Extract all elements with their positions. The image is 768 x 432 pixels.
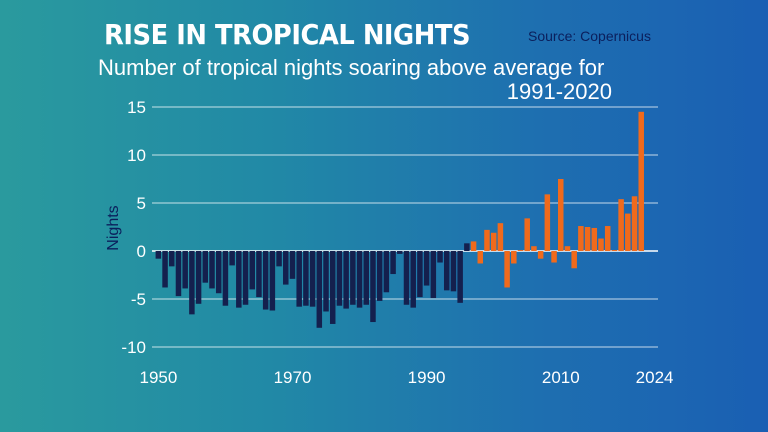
bar-1979 (350, 251, 356, 305)
bar-2000 (490, 232, 497, 251)
bar-1955 (189, 251, 195, 315)
bar-1989 (417, 251, 423, 298)
bar-1968 (276, 251, 282, 267)
bar-1964 (249, 251, 255, 290)
bar-1981 (363, 251, 370, 305)
bar-2009 (551, 251, 557, 263)
bar-1973 (309, 251, 316, 307)
bar-1982 (370, 251, 376, 323)
y-axis-label: Nights (105, 205, 122, 250)
bar-2018 (611, 250, 618, 251)
bar-1971 (296, 251, 302, 307)
bar-2011 (564, 246, 571, 251)
bar-1977 (336, 251, 343, 306)
bar-2013 (578, 226, 584, 251)
x-tick-label: 2024 (636, 368, 674, 387)
bar-2017 (604, 226, 611, 251)
bar-1978 (343, 251, 349, 309)
bar-1966 (262, 251, 269, 310)
bar-1950 (155, 251, 162, 259)
bar-1967 (269, 251, 276, 311)
bar-2005 (524, 218, 530, 251)
bar-2019 (618, 199, 624, 251)
bar-2006 (531, 246, 537, 251)
y-tick-label: 10 (127, 146, 146, 165)
bar-2021 (631, 196, 638, 251)
y-tick-label: 15 (127, 98, 146, 117)
x-axis-ticks: 1950 1970 1990 2010 2024 (139, 368, 673, 387)
bar-1957 (202, 251, 209, 283)
bar-1952 (169, 251, 175, 267)
bar-2015 (591, 227, 598, 251)
bar-1951 (162, 251, 168, 288)
bar-2010 (558, 179, 564, 251)
x-tick-label: 1990 (408, 368, 446, 387)
bar-2022 (638, 111, 644, 251)
y-tick-label: 5 (137, 194, 146, 213)
bar-1993 (443, 251, 450, 291)
bar-1996 (464, 243, 470, 251)
bar-2003 (511, 251, 517, 264)
bar-1972 (303, 251, 309, 306)
bar-1953 (175, 251, 182, 297)
bar-1988 (410, 251, 416, 308)
bar-1963 (242, 251, 249, 305)
bar-1975 (323, 251, 329, 312)
bar-1994 (450, 251, 457, 292)
bar-2012 (571, 251, 577, 269)
bar-2014 (584, 227, 591, 251)
bar-1961 (229, 251, 235, 266)
bar-1974 (316, 251, 323, 328)
bar-1970 (289, 251, 296, 279)
bar-1980 (356, 251, 363, 308)
bar-1992 (437, 251, 443, 263)
source-label: Source: Copernicus (528, 28, 651, 44)
bar-1958 (209, 251, 215, 289)
bar-1984 (383, 251, 390, 293)
bar-1965 (256, 251, 262, 298)
bar-2004 (517, 250, 524, 251)
bar-1985 (390, 251, 396, 275)
x-tick-label: 1970 (274, 368, 312, 387)
bar-1999 (484, 229, 490, 251)
bar-2002 (504, 251, 510, 288)
bar-2020 (625, 213, 631, 251)
chart-title: RISE IN TROPICAL NIGHTS (104, 18, 471, 51)
bar-2007 (537, 251, 544, 259)
x-tick-label: 1950 (139, 368, 177, 387)
bar-1959 (215, 251, 222, 294)
y-tick-label: 0 (137, 242, 146, 261)
subtitle-line-2: 1991-2020 (506, 79, 612, 104)
bar-1995 (457, 251, 463, 303)
chart-subtitle: Number of tropical nights soaring above … (98, 56, 618, 104)
bar-1969 (283, 251, 289, 285)
bar-1986 (397, 251, 403, 254)
bar-2001 (497, 223, 504, 251)
bar-1998 (477, 251, 484, 264)
bar-2016 (598, 238, 604, 251)
bar-1956 (195, 251, 202, 304)
bar-1962 (236, 251, 242, 308)
bar-2008 (544, 194, 551, 251)
bars (155, 111, 644, 328)
y-axis-ticks: -10 -5 0 5 10 15 (121, 98, 146, 357)
bar-1983 (376, 251, 383, 301)
bar-1954 (182, 251, 188, 289)
subtitle-line-1: Number of tropical nights soaring above … (98, 55, 605, 80)
bar-1990 (423, 251, 430, 286)
y-tick-label: -10 (121, 338, 146, 357)
y-tick-label: -5 (131, 290, 146, 309)
x-tick-label: 2010 (542, 368, 580, 387)
bar-1997 (470, 241, 477, 251)
bar-1960 (222, 251, 229, 306)
bar-1991 (430, 251, 437, 299)
bar-1976 (329, 251, 336, 324)
bar-1987 (403, 251, 410, 305)
